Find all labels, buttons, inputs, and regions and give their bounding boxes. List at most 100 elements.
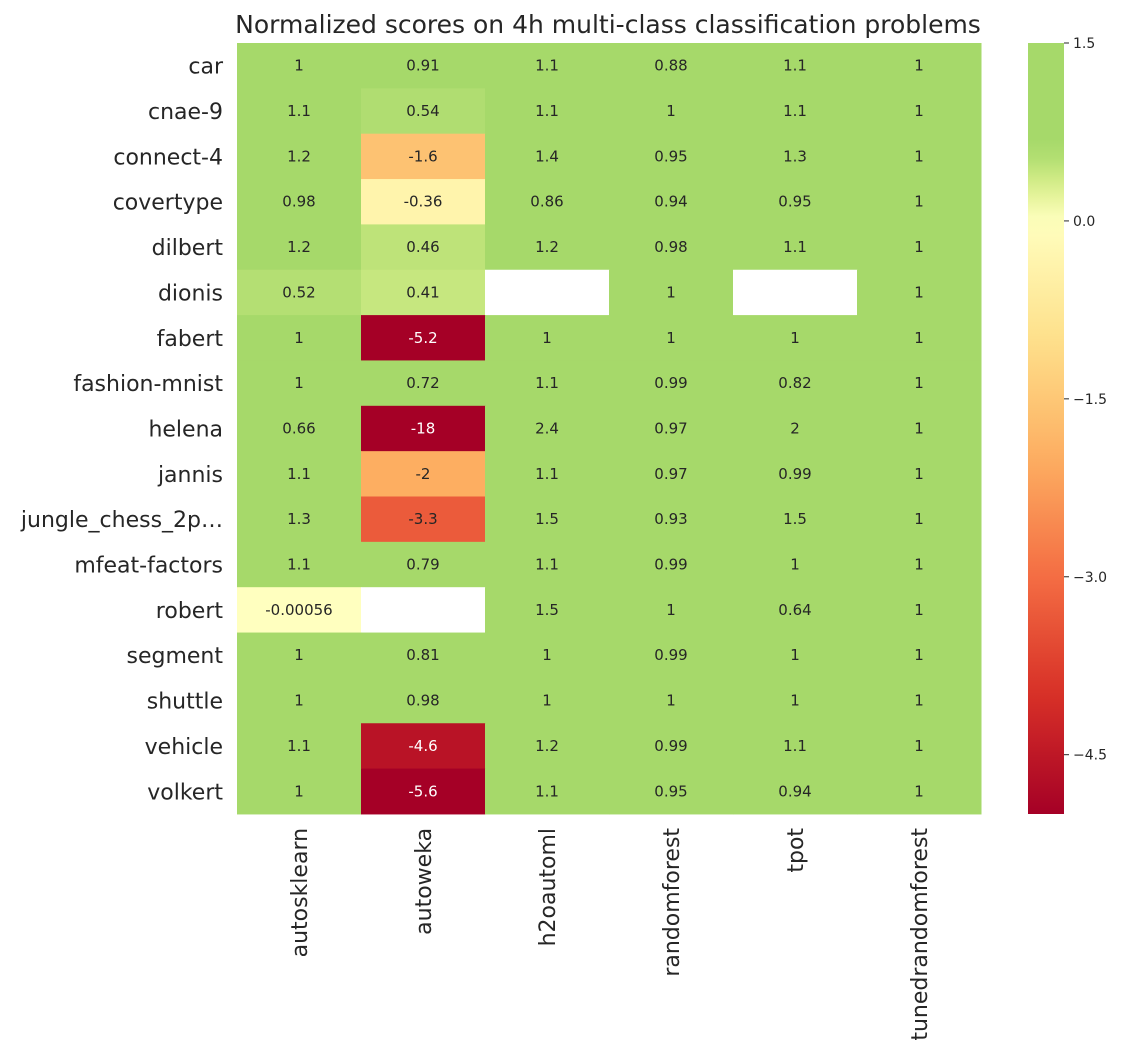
cell-label: 1	[914, 646, 924, 664]
row-label: fabert	[157, 327, 224, 352]
heatmap-cell	[733, 451, 858, 497]
cell-label: 1	[914, 556, 924, 574]
cell-label: -5.6	[408, 782, 437, 800]
heatmap-cell	[857, 405, 982, 452]
column-label: autosklearn	[288, 828, 313, 957]
cell-label: 1	[790, 646, 800, 664]
row-labels: car cnae-9 connect-4 covertype dilbert dionis…	[20, 55, 224, 806]
cell-label: 1.1	[287, 737, 311, 755]
heatmap-cell	[237, 723, 362, 770]
heatmap-cell	[361, 43, 486, 89]
heatmap-cell	[733, 677, 858, 724]
heatmap-cell	[609, 315, 734, 361]
cell-label: 1	[294, 782, 304, 800]
colorbar: 1.5 0.0 −1.5 −3.0 −4.5	[1028, 36, 1107, 814]
cell-label: 0.64	[778, 601, 811, 619]
heatmap-cell	[485, 451, 610, 497]
cell-label: 1	[914, 329, 924, 347]
cell-label: 1	[914, 193, 924, 211]
row-label: shuttle	[147, 690, 223, 715]
heatmap-cell	[857, 43, 982, 89]
heatmap-cell	[485, 587, 610, 634]
cell-label: 1.1	[535, 556, 559, 574]
cell-label: 1	[914, 465, 924, 483]
heatmap-cell	[857, 723, 982, 770]
cell-label: 0.54	[406, 102, 439, 120]
heatmap-cell	[485, 541, 610, 588]
heatmap-cell	[237, 360, 362, 407]
cell-label: 1.1	[783, 102, 807, 120]
heatmap-cell	[361, 179, 486, 225]
heatmap-cell	[485, 179, 610, 225]
heatmap-cell	[609, 496, 734, 543]
heatmap-cell	[237, 179, 362, 225]
cell-label: 1	[914, 283, 924, 301]
heatmap-cell	[361, 541, 486, 588]
column-label: tunedrandomforest	[908, 828, 933, 1041]
heatmap-cell	[237, 315, 362, 361]
heatmap-cell	[857, 768, 982, 815]
heatmap-cell	[361, 88, 486, 135]
cell-label: 1.4	[535, 147, 559, 165]
heatmap-cell	[609, 541, 734, 588]
heatmap-cell	[237, 541, 362, 588]
cell-label: 0.46	[406, 238, 439, 256]
colorbar-tick-label: −3.0	[1073, 570, 1107, 586]
cell-label: 0.99	[654, 374, 687, 392]
heatmap-cell-missing	[485, 269, 610, 316]
heatmap-cell	[733, 224, 858, 271]
cell-label: 1	[914, 419, 924, 437]
cell-label: 0.95	[654, 147, 687, 165]
heatmap-cell	[361, 360, 486, 407]
heatmap-cell	[857, 179, 982, 225]
heatmap-cell	[733, 632, 858, 679]
row-label: helena	[148, 417, 223, 442]
cell-label: 0.97	[654, 465, 687, 483]
cell-label: 1.1	[535, 782, 559, 800]
cell-label: -5.2	[408, 329, 437, 347]
heatmap-cell	[609, 405, 734, 452]
row-label: mfeat-factors	[74, 554, 223, 579]
heatmap-cell	[485, 224, 610, 271]
cell-label: -3.3	[408, 510, 437, 528]
heatmap-cell	[237, 451, 362, 497]
heatmap-cell	[609, 224, 734, 271]
cell-label: 1	[294, 646, 304, 664]
heatmap-cell	[733, 315, 858, 361]
heatmap-cell	[237, 768, 362, 815]
cell-label: 1	[914, 601, 924, 619]
heatmap-cell	[361, 224, 486, 271]
heatmap-cell	[485, 677, 610, 724]
cell-label: 0.82	[778, 374, 811, 392]
heatmap-cell	[609, 723, 734, 770]
cell-label: 0.52	[282, 283, 315, 301]
cell-label: 1.2	[535, 238, 559, 256]
heatmap-cell	[485, 632, 610, 679]
heatmap-cell	[857, 677, 982, 724]
heatmap-cell	[857, 541, 982, 588]
cell-label: 0.93	[654, 510, 687, 528]
heatmap-cell	[857, 269, 982, 316]
cell-label: -0.00056	[265, 601, 332, 619]
cell-label: 1	[666, 601, 676, 619]
heatmap-cell	[237, 269, 362, 316]
cell-label: 1	[914, 782, 924, 800]
cell-label: 1	[790, 556, 800, 574]
cell-label: 1	[914, 374, 924, 392]
cell-label: 1	[294, 374, 304, 392]
cell-label: 1	[914, 102, 924, 120]
cell-label: 1	[666, 283, 676, 301]
cell-label: 1	[914, 692, 924, 710]
heatmap-cell	[485, 360, 610, 407]
row-label: cnae-9	[148, 100, 223, 125]
row-label: segment	[127, 644, 224, 669]
row-label: robert	[156, 599, 224, 624]
heatmap-cell	[857, 88, 982, 135]
cell-label: 1	[666, 692, 676, 710]
heatmap-cell	[857, 315, 982, 361]
cell-label: 0.91	[406, 57, 439, 75]
cell-label: 1.1	[535, 374, 559, 392]
heatmap-cell	[361, 632, 486, 679]
heatmap-cell	[237, 677, 362, 724]
cell-label: 1.1	[535, 465, 559, 483]
